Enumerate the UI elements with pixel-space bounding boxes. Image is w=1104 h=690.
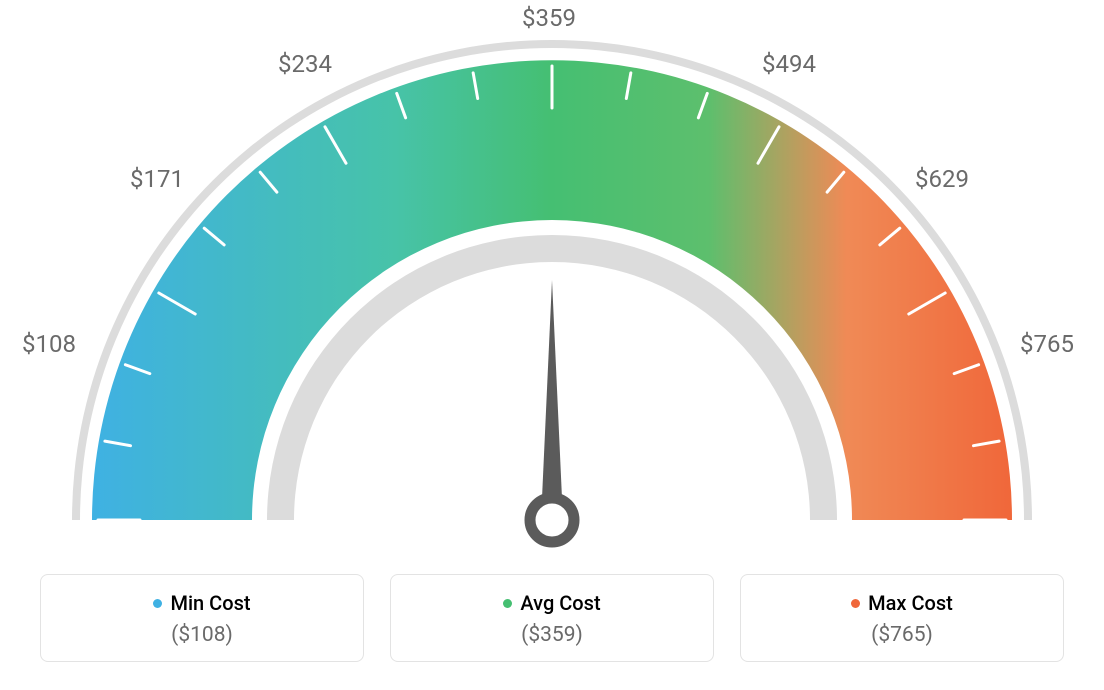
legend-card-avg: Avg Cost ($359) xyxy=(390,574,714,662)
legend-title-text: Min Cost xyxy=(170,591,250,615)
legend-title-text: Max Cost xyxy=(868,591,953,615)
dot-icon xyxy=(503,599,512,608)
gauge-tick-label: $171 xyxy=(130,165,184,193)
legend-title-avg: Avg Cost xyxy=(503,591,600,615)
gauge-svg xyxy=(0,0,1104,560)
dot-icon xyxy=(851,599,860,608)
legend-value-max: ($765) xyxy=(741,623,1063,647)
legend-title-max: Max Cost xyxy=(851,591,953,615)
legend-value-avg: ($359) xyxy=(391,623,713,647)
legend-value-min: ($108) xyxy=(41,623,363,647)
gauge-tick-label: $765 xyxy=(1020,330,1074,358)
gauge-chart-container: $108 $171 $234 $359 $494 $629 $765 Min Cost ($… xyxy=(0,0,1104,690)
gauge-tick-label: $629 xyxy=(915,165,969,193)
gauge-area: $108 $171 $234 $359 $494 $629 $765 xyxy=(0,0,1104,560)
dot-icon xyxy=(153,599,162,608)
legend-card-min: Min Cost ($108) xyxy=(40,574,364,662)
gauge-tick-label: $359 xyxy=(522,4,576,32)
legend-title-text: Avg Cost xyxy=(520,591,600,615)
gauge-tick-label: $234 xyxy=(278,50,332,78)
legend-row: Min Cost ($108) Avg Cost ($359) Max Cost… xyxy=(40,574,1064,662)
gauge-tick-label: $494 xyxy=(762,50,816,78)
legend-card-max: Max Cost ($765) xyxy=(740,574,1064,662)
legend-title-min: Min Cost xyxy=(153,591,250,615)
gauge-tick-label: $108 xyxy=(22,330,76,358)
